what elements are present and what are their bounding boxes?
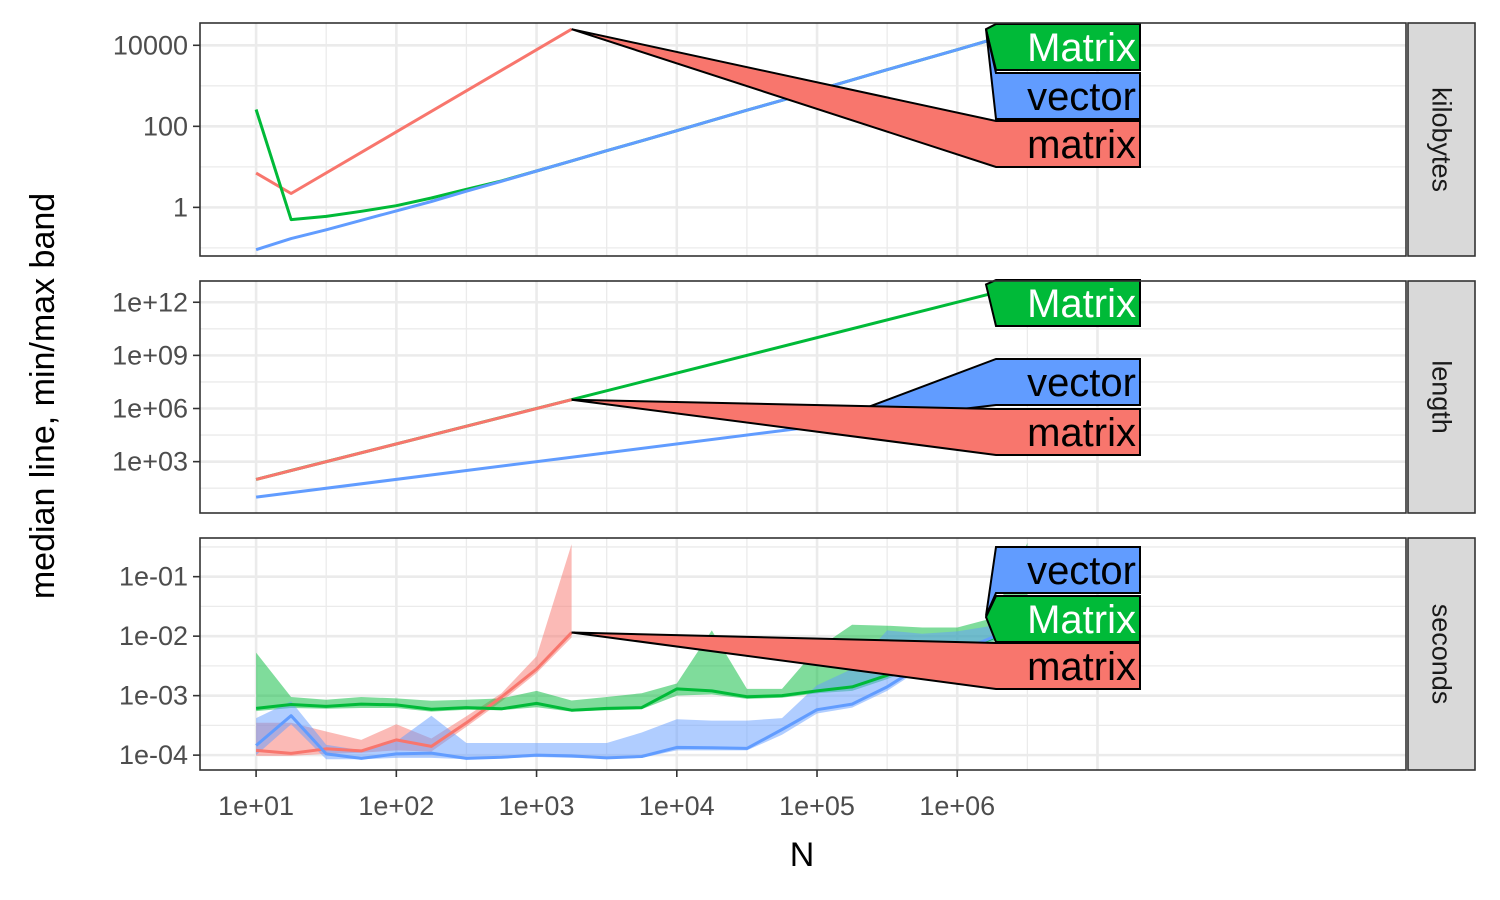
label-text-vector: vector — [1027, 75, 1136, 119]
label-box-Matrix — [984, 23, 1141, 71]
y-tick-label: 100 — [143, 111, 188, 141]
direct-labels: Matrix vector matrix — [571, 279, 1141, 456]
facet-strip — [1407, 22, 1476, 257]
series-line-matrix — [255, 27, 573, 195]
label-text-vector: vector — [1027, 361, 1136, 405]
x-tick-label: 1e+03 — [499, 791, 575, 821]
x-tick-label: 1e+06 — [919, 791, 995, 821]
band-Matrix — [256, 542, 1028, 712]
series-line-vector — [255, 27, 1028, 252]
label-box-matrix — [571, 398, 1141, 456]
y-tick-label: 10000 — [113, 30, 188, 60]
y-tick-label: 1e+09 — [112, 340, 188, 370]
panel-background — [200, 281, 1406, 513]
panel-border — [199, 280, 1407, 514]
label-box-Matrix — [984, 279, 1141, 327]
facet-strip-label: kilobytes — [1427, 87, 1457, 192]
label-box-matrix — [571, 631, 1141, 690]
y-tick-label: 1 — [173, 192, 188, 222]
series-line-vector — [255, 424, 818, 499]
label-text-matrix: matrix — [1027, 645, 1136, 689]
data-layer — [255, 283, 1028, 499]
y-tick-label: 1e+06 — [112, 394, 188, 424]
y-tick-label: 1e-02 — [119, 621, 188, 651]
facet-strip-label: seconds — [1427, 604, 1457, 705]
y-tick-label: 1e+03 — [112, 447, 188, 477]
facet-strip — [1407, 280, 1476, 514]
data-layer — [254, 27, 1028, 252]
label-box-vector — [985, 546, 1141, 617]
label-text-Matrix: Matrix — [1027, 598, 1136, 642]
x-tick-label: 1e+01 — [218, 791, 294, 821]
series-line-matrix — [255, 398, 572, 481]
y-tick-label: 1e+12 — [112, 287, 188, 317]
panel-border — [199, 537, 1407, 771]
minor-gridlines — [200, 281, 1406, 513]
panel-border — [199, 22, 1407, 257]
series-line-vector — [255, 614, 1029, 760]
panel-length: 1e+03 1e+06 1e+09 1e+12 Matrix vector matrix le… — [112, 279, 1476, 514]
y-axis-title: median line, min/max band — [24, 193, 62, 599]
facet-strip — [1407, 537, 1476, 771]
label-text-matrix: matrix — [1027, 411, 1136, 455]
panel-background — [200, 23, 1406, 256]
major-gridlines — [200, 281, 1406, 513]
series-line-matrix — [255, 631, 573, 755]
band-vector — [256, 606, 1028, 760]
x-tick-label: 1e+04 — [639, 791, 715, 821]
label-box-matrix — [571, 28, 1141, 168]
label-text-vector: vector — [1027, 549, 1136, 593]
x-axis: 1e+01 1e+02 1e+03 1e+04 1e+05 1e+06 — [218, 770, 995, 821]
label-text-Matrix: Matrix — [1027, 282, 1136, 326]
x-axis-title: N — [790, 836, 815, 874]
facet-strip-label: length — [1427, 360, 1457, 434]
y-tick-label: 1e-04 — [119, 740, 188, 770]
y-tick-label: 1e-03 — [119, 681, 188, 711]
label-text-matrix: matrix — [1027, 123, 1136, 167]
x-tick-label: 1e+02 — [358, 791, 434, 821]
x-tick-label: 1e+05 — [779, 791, 855, 821]
label-box-vector — [985, 28, 1141, 120]
y-tick-label: 1e-01 — [119, 562, 188, 592]
label-text-Matrix: Matrix — [1027, 26, 1136, 70]
